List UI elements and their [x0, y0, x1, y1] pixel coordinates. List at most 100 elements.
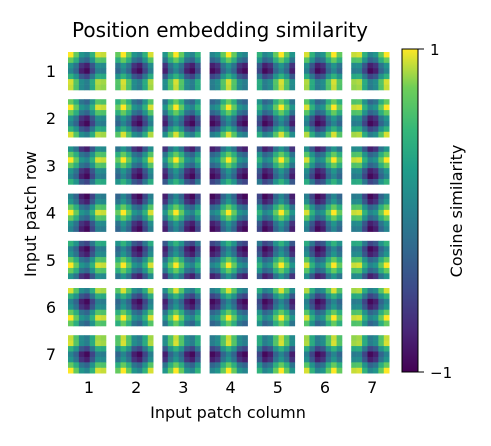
- heatmap-cell: [256, 220, 263, 227]
- heatmap-cell: [378, 209, 385, 216]
- heatmap-cell: [89, 362, 96, 369]
- heatmap-cell: [283, 173, 290, 180]
- heatmap-cell: [289, 215, 296, 222]
- heatmap-cell: [362, 68, 368, 75]
- heatmap-cell: [73, 168, 80, 174]
- heatmap-cell: [178, 315, 185, 321]
- heatmap-cell: [84, 267, 91, 274]
- heatmap-cell: [167, 178, 174, 185]
- heatmap-cell: [147, 126, 154, 133]
- heatmap-cell: [378, 151, 385, 158]
- heatmap-cell: [215, 209, 221, 216]
- heatmap-cell: [178, 62, 185, 69]
- heatmap-cell: [283, 204, 290, 211]
- heatmap-cell: [173, 146, 179, 153]
- heatmap-cell: [289, 157, 296, 163]
- heatmap-cell: [383, 356, 390, 363]
- heatmap-cell: [362, 126, 368, 133]
- heatmap-cell: [178, 309, 185, 316]
- heatmap-cell: [215, 240, 221, 247]
- heatmap-cell: [167, 151, 174, 158]
- heatmap-cell: [184, 146, 190, 153]
- heatmap-cell: [173, 246, 179, 252]
- heatmap-cell: [225, 240, 232, 247]
- heatmap-cell: [131, 146, 138, 153]
- heatmap-cell: [209, 79, 216, 85]
- heatmap-cell: [68, 215, 74, 222]
- heatmap-cell: [267, 226, 274, 232]
- heatmap-cell: [173, 131, 179, 138]
- heatmap-cell: [283, 79, 290, 85]
- heatmap-cell: [215, 362, 221, 369]
- heatmap-cell: [325, 320, 332, 327]
- heatmap-cell: [194, 309, 201, 316]
- heatmap-cell: [336, 362, 343, 369]
- heatmap-cell: [267, 262, 274, 269]
- heatmap-cell: [367, 335, 374, 341]
- heatmap-cell: [267, 340, 274, 347]
- heatmap-cell: [256, 178, 263, 185]
- heatmap-cell: [194, 257, 201, 263]
- heatmap-cell: [209, 320, 216, 327]
- heatmap-cell: [372, 146, 379, 153]
- heatmap-cell: [84, 209, 91, 216]
- heatmap-cell: [262, 126, 268, 133]
- heatmap-cell: [162, 131, 169, 138]
- heatmap-cell: [215, 340, 221, 347]
- heatmap-cell: [178, 68, 185, 75]
- heatmap-cell: [162, 262, 169, 269]
- heatmap-cell: [194, 267, 201, 274]
- heatmap-cell: [225, 367, 232, 374]
- heatmap-cell: [147, 52, 154, 58]
- heatmap-cell: [314, 151, 321, 158]
- heatmap-cell: [362, 168, 368, 174]
- heatmap-cell: [325, 215, 332, 222]
- heatmap-cell: [100, 340, 107, 347]
- heatmap-cell: [78, 298, 85, 305]
- heatmap-cell: [167, 120, 174, 127]
- heatmap-cell: [173, 84, 179, 91]
- heatmap-cell: [378, 68, 385, 75]
- heatmap-cell: [136, 220, 143, 227]
- heatmap-cell: [231, 346, 238, 352]
- heatmap-cell: [351, 131, 357, 138]
- heatmap-cell: [194, 131, 201, 138]
- heatmap-cell: [231, 104, 238, 111]
- heatmap-cell: [189, 209, 196, 216]
- heatmap-cell: [336, 367, 343, 374]
- heatmap-cell: [283, 115, 290, 122]
- heatmap-cell: [236, 193, 243, 200]
- heatmap-cell: [162, 315, 169, 321]
- heatmap-cell: [115, 257, 121, 263]
- heatmap-cell: [372, 367, 379, 374]
- heatmap-cell: [278, 346, 285, 352]
- heatmap-cell: [78, 73, 85, 80]
- heatmap-cell: [220, 226, 227, 232]
- heatmap-cell: [189, 309, 196, 316]
- heatmap-cell: [383, 178, 390, 185]
- heatmap-cell: [215, 84, 221, 91]
- heatmap-cell: [167, 273, 174, 280]
- heatmap-cell: [267, 73, 274, 80]
- heatmap-cell: [89, 298, 96, 305]
- heatmap-cell: [184, 267, 190, 274]
- heatmap-cell: [100, 262, 107, 269]
- heatmap-cell: [362, 162, 368, 169]
- heatmap-cell: [215, 267, 221, 274]
- heatmap-cell: [320, 335, 327, 341]
- heatmap-cell: [147, 267, 154, 274]
- heatmap-cell: [367, 240, 374, 247]
- heatmap-cell: [278, 110, 285, 116]
- heatmap-cell: [89, 315, 96, 321]
- heatmap-cell: [256, 315, 263, 321]
- heatmap-cell: [68, 335, 74, 341]
- heatmap-cell: [242, 73, 248, 80]
- heatmap-cell: [194, 151, 201, 158]
- heatmap-cell: [383, 346, 390, 352]
- heatmap-cell: [215, 320, 221, 327]
- heatmap-cell: [283, 367, 290, 374]
- heatmap-cell: [304, 204, 310, 211]
- heatmap-cell: [126, 126, 132, 133]
- heatmap-cell: [173, 340, 179, 347]
- heatmap-cell: [362, 151, 368, 158]
